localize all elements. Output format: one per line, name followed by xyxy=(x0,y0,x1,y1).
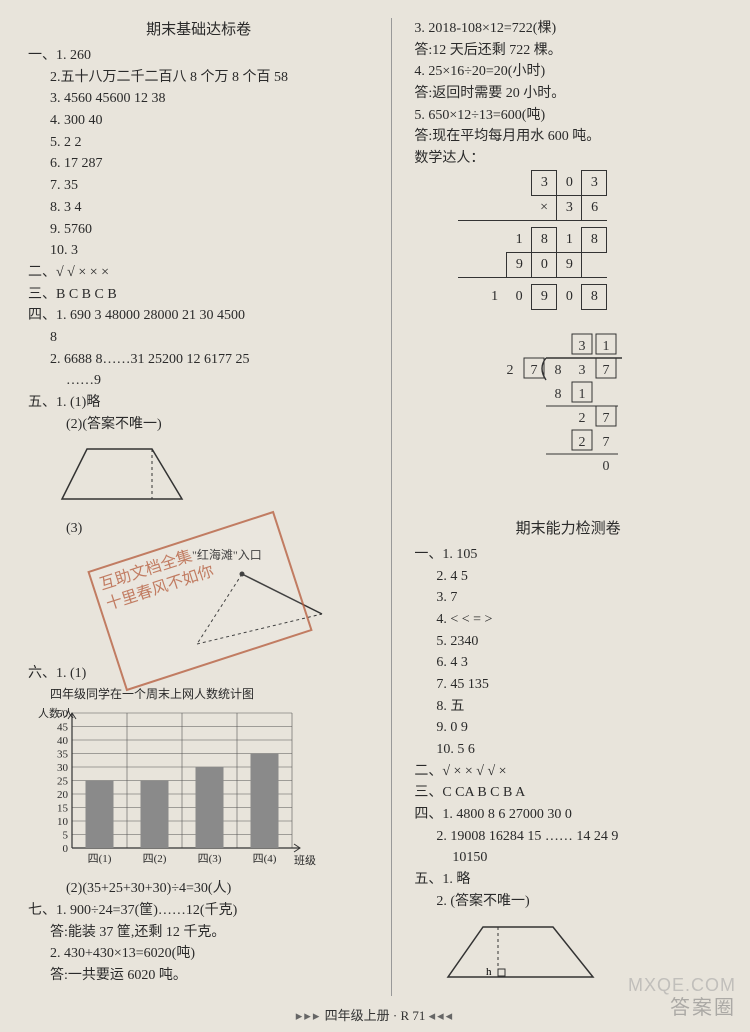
r-top-5: 答:现在平均每月用水 600 吨。 xyxy=(408,126,728,148)
svg-text:7: 7 xyxy=(603,363,610,378)
sec1-i8: 10. 3 xyxy=(22,240,375,262)
b-sec5-1: 五、1. 略 xyxy=(408,869,728,891)
b1-7: 9. 0 9 xyxy=(408,717,728,739)
footer-text: 四年级上册 · R 71 xyxy=(325,1008,426,1023)
sec7-1b: 答:能装 37 筐,还剩 12 千克。 xyxy=(22,922,375,944)
sec1-head: 一、1. 260 xyxy=(22,45,375,67)
svg-text:8: 8 xyxy=(555,387,562,402)
right-column: 3. 2018-108×12=722(棵) 答:12 天后还剩 722 棵。 4… xyxy=(408,18,728,996)
svg-text:5: 5 xyxy=(63,830,69,842)
svg-text:3: 3 xyxy=(579,339,586,354)
sec1-i5: 7. 35 xyxy=(22,175,375,197)
svg-text:人数/人: 人数/人 xyxy=(38,707,74,720)
b-sec4-2b: 10150 xyxy=(408,847,728,869)
sec1-i6: 8. 3 4 xyxy=(22,197,375,219)
sec4-2a: 2. 6688 8……31 25200 12 6177 25 xyxy=(22,349,375,371)
svg-text:3: 3 xyxy=(579,363,586,378)
svg-text:7: 7 xyxy=(603,435,610,450)
b-sec3: 三、C CA B C B A xyxy=(408,782,728,804)
svg-text:1: 1 xyxy=(603,339,610,354)
sec1-i0: 2.五十八万二千二百八 8 个万 8 个百 58 xyxy=(22,67,375,89)
left-column: 期末基础达标卷 一、1. 260 2.五十八万二千二百八 8 个万 8 个百 5… xyxy=(22,18,375,996)
trapezoid-1 xyxy=(52,439,375,514)
b-sec5-2: 2. (答案不唯一) xyxy=(408,891,728,913)
svg-text:h: h xyxy=(486,966,492,978)
svg-text:四(4): 四(4) xyxy=(253,853,277,865)
sec1-i1: 3. 4560 45600 12 38 xyxy=(22,88,375,110)
b1-1: 3. 7 xyxy=(408,587,728,609)
daren: 数学达人： xyxy=(408,148,728,170)
left-title: 期末基础达标卷 xyxy=(22,18,375,39)
sec3: 三、B C B C B xyxy=(22,284,375,306)
b1-4: 6. 4 3 xyxy=(408,652,728,674)
sec1-i4: 6. 17 287 xyxy=(22,153,375,175)
multiplication-work: 303×36181890910908 xyxy=(458,170,728,310)
sec1-i2: 4. 300 40 xyxy=(22,110,375,132)
svg-text:0: 0 xyxy=(63,843,69,855)
svg-text:8: 8 xyxy=(555,363,562,378)
sec4-2b: ……9 xyxy=(22,370,375,392)
sec5-1: 五、1. (1)略 xyxy=(22,392,375,414)
sec4-1b: 8 xyxy=(22,327,375,349)
watermark-brand: 答案圈 xyxy=(670,991,736,1020)
b-sec1-head: 一、1. 105 xyxy=(408,544,728,566)
r-top-2: 4. 25×16÷20=20(小时) xyxy=(408,61,728,83)
svg-text:45: 45 xyxy=(57,722,69,734)
sec5-2: (2)(答案不唯一) xyxy=(22,414,375,436)
svg-text:10: 10 xyxy=(57,816,69,828)
svg-text:2: 2 xyxy=(579,411,586,426)
svg-text:35: 35 xyxy=(57,749,69,761)
footer-deco-r: ◂◂◂ xyxy=(429,1008,455,1023)
r-top-3: 答:返回时需要 20 小时。 xyxy=(408,83,728,105)
svg-text:20: 20 xyxy=(57,789,69,801)
svg-text:30: 30 xyxy=(57,762,69,774)
svg-text:7: 7 xyxy=(531,363,538,378)
right-title2: 期末能力检测卷 xyxy=(408,517,728,538)
footer-deco-l: ▸▸▸ xyxy=(296,1008,322,1023)
svg-text:四(3): 四(3) xyxy=(198,853,222,865)
sec1-i7: 9. 5760 xyxy=(22,219,375,241)
b1-2: 4. < < = > xyxy=(408,609,728,631)
svg-text:四(1): 四(1) xyxy=(88,853,112,865)
svg-text:1: 1 xyxy=(579,387,586,402)
r-top-1: 答:12 天后还剩 722 棵。 xyxy=(408,40,728,62)
b1-3: 5. 2340 xyxy=(408,631,728,653)
sec2: 二、√ √ × × × xyxy=(22,262,375,284)
bar-chart: 05101520253035404550人数/人班级四(1)四(2)四(3)四(… xyxy=(32,703,375,878)
sec7-2a: 2. 430+430×13=6020(吨) xyxy=(22,943,375,965)
svg-text:7: 7 xyxy=(603,411,610,426)
b-sec4-1: 四、1. 4800 8 6 27000 30 0 xyxy=(408,804,728,826)
b1-8: 10. 5 6 xyxy=(408,739,728,761)
b1-5: 7. 45 135 xyxy=(408,674,728,696)
column-divider xyxy=(391,18,392,996)
r-top-4: 5. 650×12÷13=600(吨) xyxy=(408,105,728,127)
svg-text:2: 2 xyxy=(507,363,514,378)
svg-text:四(2): 四(2) xyxy=(143,853,167,865)
b1-6: 8. 五 xyxy=(408,696,728,718)
r-top-0: 3. 2018-108×12=722(棵) xyxy=(408,18,728,40)
svg-text:0: 0 xyxy=(603,459,610,474)
svg-text:2: 2 xyxy=(579,435,586,450)
svg-text:班级: 班级 xyxy=(294,854,316,867)
sec1-i3: 5. 2 2 xyxy=(22,132,375,154)
sec7-2b: 答:一共要运 6020 吨。 xyxy=(22,965,375,987)
sec6-2: (2)(35+25+30+30)÷4=30(人) xyxy=(22,878,375,900)
b1-0: 2. 4 5 xyxy=(408,566,728,588)
b-sec2: 二、√ × × √ √ × xyxy=(408,761,728,783)
svg-text:25: 25 xyxy=(57,776,69,788)
division-work: 31278378127270 xyxy=(468,322,728,507)
b-sec4-2a: 2. 19008 16284 15 …… 14 24 9 xyxy=(408,826,728,848)
svg-text:40: 40 xyxy=(57,735,69,747)
sec4-1a: 四、1. 690 3 48000 28000 21 30 4500 xyxy=(22,305,375,327)
sec7-1a: 七、1. 900÷24=37(筐)……12(千克) xyxy=(22,900,375,922)
chart-title: 四年级同学在一个周末上网人数统计图 xyxy=(22,685,375,704)
svg-text:15: 15 xyxy=(57,803,69,815)
page-footer: ▸▸▸ 四年级上册 · R 71 ◂◂◂ xyxy=(0,1005,750,1024)
